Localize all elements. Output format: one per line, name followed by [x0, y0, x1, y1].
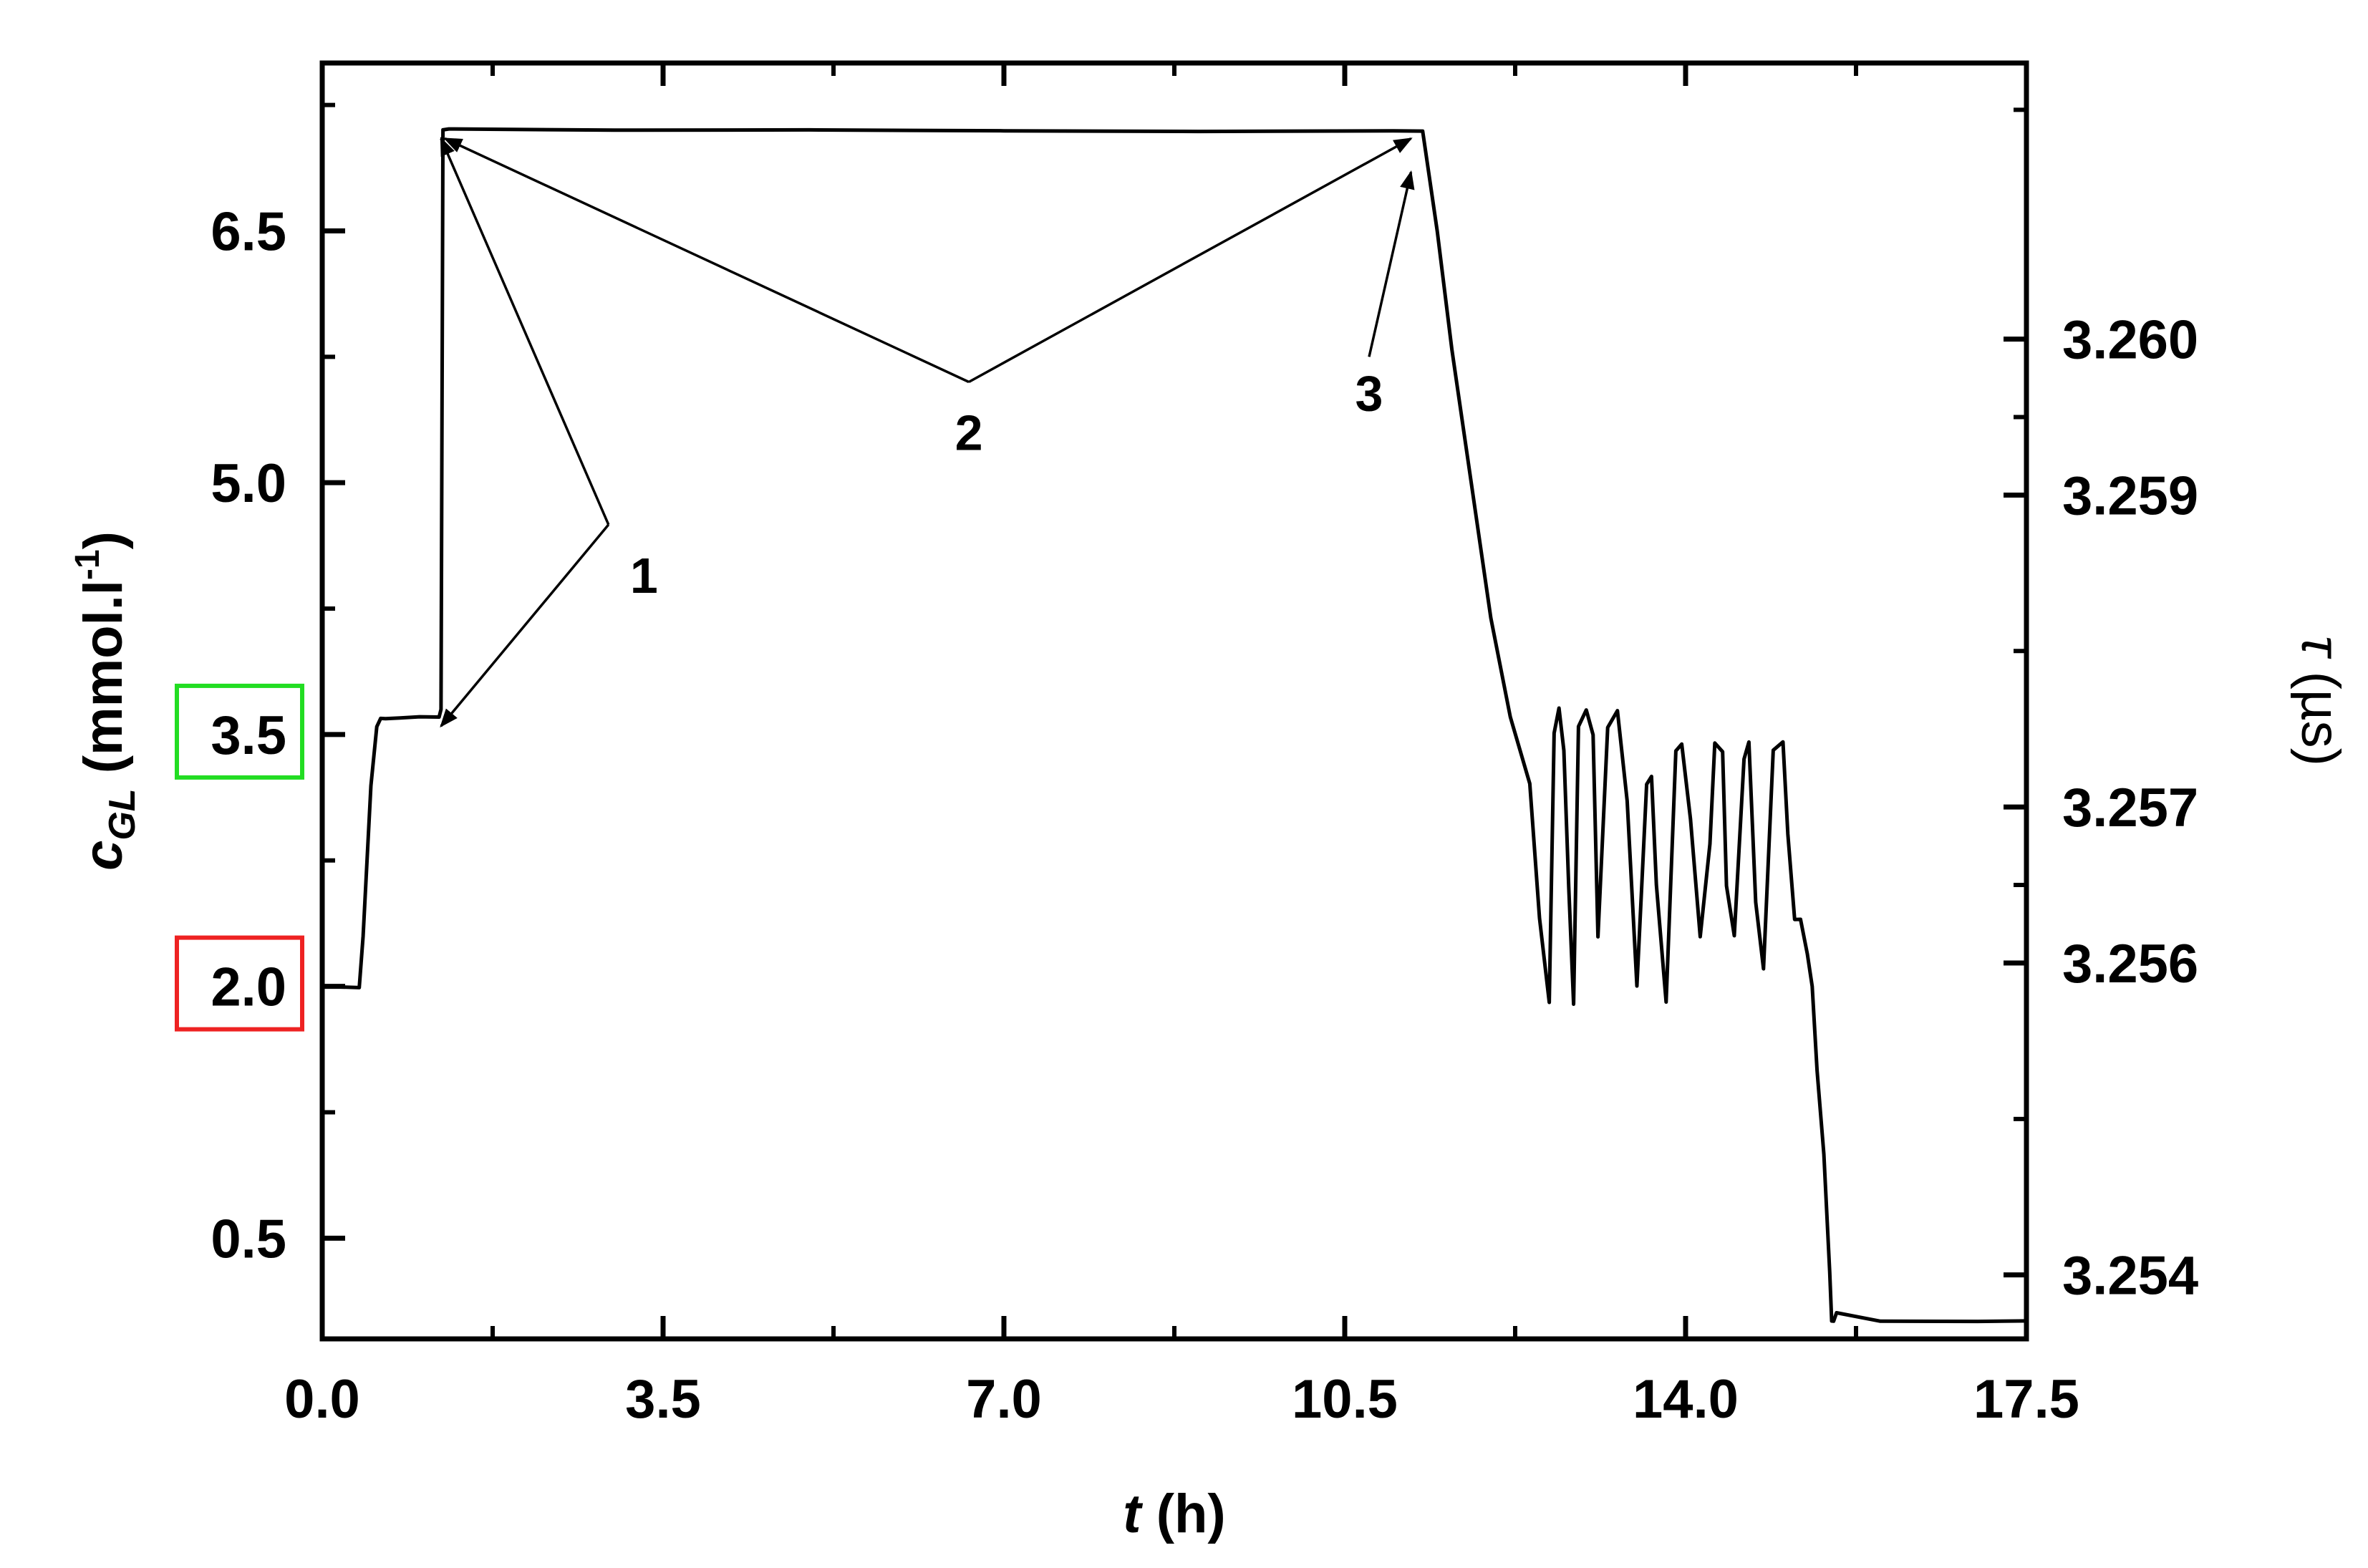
x-axis-title: t (h) [1123, 1484, 1225, 1544]
x-tick-label: 17.5 [1973, 1369, 2079, 1430]
y-right-tick-label: 3.254 [2062, 1246, 2198, 1307]
plot-frame [319, 60, 2029, 1342]
x-tick-label: 14.0 [1633, 1369, 1739, 1430]
annotation-arrow [443, 137, 970, 384]
y-right-title-unit: (µs) [2290, 656, 2351, 766]
annotation-arrow [440, 137, 610, 526]
y-left-title-sup: -1 [69, 549, 107, 580]
y-left-tick-label: 6.5 [211, 201, 286, 262]
y-left-tick-label: 3.5 [211, 705, 286, 766]
x-axis-title-unit: (h) [1141, 1484, 1226, 1544]
x-tick-label: 0.0 [284, 1369, 360, 1430]
y-left-title-var: c [73, 841, 134, 871]
x-tick-label: 3.5 [625, 1369, 701, 1430]
annotation-label: 3 [1355, 365, 1383, 421]
y-left-title-close: ) [73, 531, 134, 549]
y-left-tick-label: 5.0 [211, 453, 286, 514]
annotation-arrow [1368, 170, 1415, 357]
y-left-axis-title: cGL (mmol.l-1) [69, 531, 143, 871]
x-tick-label: 10.5 [1292, 1369, 1398, 1430]
y-right-tick-label: 3.259 [2062, 465, 2198, 526]
annotation-label: 1 [630, 548, 658, 604]
y-left-tick-label: 2.0 [211, 957, 286, 1018]
annotation-label: 2 [955, 405, 983, 461]
x-axis-title-var: t [1123, 1484, 1143, 1544]
annotation-arrow [968, 137, 1413, 384]
y-right-tick-label: 3.257 [2062, 778, 2198, 838]
y-tick-highlight-box [175, 935, 304, 1032]
y-right-title-var: τ [2290, 636, 2351, 659]
data-series-line [322, 127, 2027, 1324]
y-left-title-sub: GL [102, 788, 143, 840]
y-left-tick-label: 0.5 [211, 1209, 286, 1269]
y-right-axis-title: τ (µs) [2290, 636, 2351, 766]
y-right-tick-label: 3.260 [2062, 310, 2198, 371]
annotation-arrow [440, 523, 610, 728]
y-right-tick-label: 3.256 [2062, 934, 2198, 994]
y-tick-highlight-box [175, 683, 304, 780]
x-tick-label: 7.0 [966, 1369, 1042, 1430]
y-left-title-unit: (mmol.l [73, 580, 134, 788]
